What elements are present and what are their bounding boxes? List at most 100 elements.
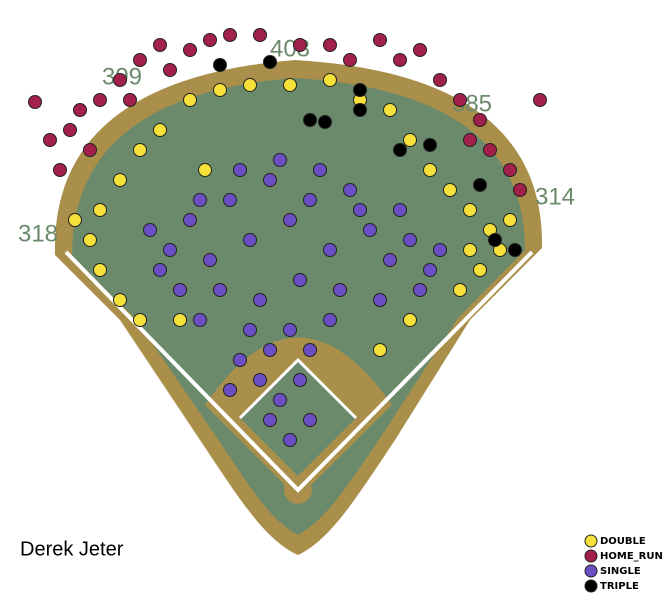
hit-point (343, 183, 357, 197)
hit-point (133, 53, 147, 67)
hit-point (143, 223, 157, 237)
hit-point (113, 73, 127, 87)
hit-point (243, 78, 257, 92)
distance-label: 318 (18, 220, 58, 247)
hit-point (293, 38, 307, 52)
hit-point (283, 323, 297, 337)
hit-point (393, 143, 407, 157)
hit-point (393, 203, 407, 217)
hit-point (303, 343, 317, 357)
legend-label: TRIPLE (600, 581, 639, 592)
hit-point (193, 193, 207, 207)
hit-point (193, 313, 207, 327)
hit-point (93, 263, 107, 277)
legend: DOUBLE HOME_RUN SINGLE TRIPLE (584, 534, 663, 593)
hit-point (323, 38, 337, 52)
outfield-grass (71, 78, 526, 535)
hit-point (253, 373, 267, 387)
legend-label: DOUBLE (600, 536, 646, 547)
bases (238, 357, 358, 420)
hit-point (283, 433, 297, 447)
hit-point (313, 163, 327, 177)
hit-point (63, 123, 77, 137)
legend-label: SINGLE (600, 566, 641, 577)
hit-point (283, 78, 297, 92)
hit-point (473, 263, 487, 277)
hit-point (113, 173, 127, 187)
hit-point (73, 103, 87, 117)
hit-point (153, 123, 167, 137)
hit-point (153, 38, 167, 52)
hit-point (213, 283, 227, 297)
hit-point (273, 153, 287, 167)
legend-swatch (584, 579, 598, 593)
hit-point (463, 243, 477, 257)
hit-point (353, 203, 367, 217)
hit-point (413, 283, 427, 297)
hit-point (133, 313, 147, 327)
points (28, 28, 547, 447)
hit-point (503, 213, 517, 227)
hit-point (68, 213, 82, 227)
hit-point (343, 53, 357, 67)
hit-point (473, 178, 487, 192)
hit-point (373, 293, 387, 307)
hit-point (393, 53, 407, 67)
hit-point (293, 273, 307, 287)
distance-label: 314 (535, 183, 575, 210)
hit-point (283, 213, 297, 227)
hit-point (403, 313, 417, 327)
hit-point (303, 413, 317, 427)
hit-point (223, 193, 237, 207)
hit-point (423, 163, 437, 177)
hit-point (403, 133, 417, 147)
hit-point (173, 313, 187, 327)
hit-point (383, 103, 397, 117)
hit-point (323, 243, 337, 257)
hit-point (163, 243, 177, 257)
hit-point (488, 233, 502, 247)
hit-point (263, 173, 277, 187)
hit-point (443, 183, 457, 197)
hit-point (483, 143, 497, 157)
hit-point (373, 343, 387, 357)
hit-point (373, 33, 387, 47)
hit-point (423, 138, 437, 152)
hit-point (83, 143, 97, 157)
hit-point (243, 233, 257, 247)
hit-point (253, 28, 267, 42)
field (54, 60, 543, 555)
hit-point (463, 133, 477, 147)
chart-title: Derek Jeter (20, 538, 124, 560)
hit-point (303, 193, 317, 207)
hit-point (203, 253, 217, 267)
hit-point (213, 58, 227, 72)
hit-point (453, 93, 467, 107)
hit-point (123, 93, 137, 107)
hit-point (513, 183, 527, 197)
hit-point (323, 73, 337, 87)
hit-point (183, 43, 197, 57)
hit-point (353, 103, 367, 117)
hit-point (233, 353, 247, 367)
hit-point (323, 313, 337, 327)
hit-point (163, 63, 177, 77)
hit-point (473, 113, 487, 127)
hit-point (293, 373, 307, 387)
hit-point (43, 133, 57, 147)
hit-point (403, 233, 417, 247)
hit-point (203, 33, 217, 47)
hit-point (423, 263, 437, 277)
hit-point (183, 213, 197, 227)
hit-point (113, 293, 127, 307)
hit-point (223, 383, 237, 397)
hit-point (508, 243, 522, 257)
hit-point (253, 293, 267, 307)
hit-point (263, 343, 277, 357)
hit-point (243, 323, 257, 337)
hit-point (153, 263, 167, 277)
hit-point (273, 393, 287, 407)
hit-point (28, 95, 42, 109)
hit-point (503, 163, 517, 177)
